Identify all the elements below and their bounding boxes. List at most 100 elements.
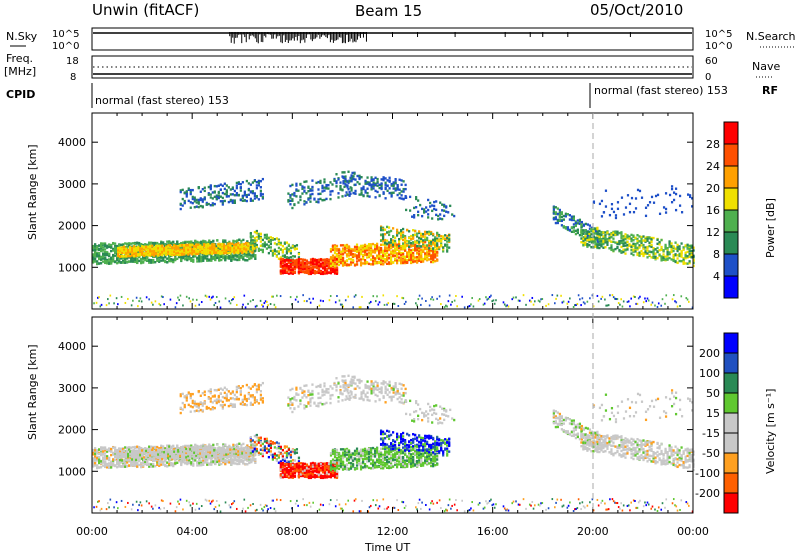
power-cell: [120, 261, 123, 264]
power-cell: [424, 257, 427, 261]
power-cell: [139, 249, 142, 253]
power-cell: [343, 260, 347, 263]
power-cell: [249, 247, 252, 251]
power-cell: [311, 189, 314, 192]
power-cell: [640, 244, 643, 247]
power-cell: [229, 193, 232, 196]
power-cell: [556, 221, 559, 225]
power-cell: [664, 247, 667, 250]
power-cell: [108, 243, 111, 246]
power-cell: [418, 259, 421, 262]
power-cell: [319, 265, 323, 268]
power-noise-cell: [244, 306, 247, 309]
power-cell: [289, 249, 293, 253]
power-cell: [217, 190, 220, 194]
power-cell: [408, 245, 411, 249]
power-cell: [167, 245, 170, 248]
power-cell: [379, 228, 383, 232]
power-cell: [333, 265, 337, 268]
power-cell: [670, 242, 673, 245]
power-cell: [442, 246, 445, 249]
power-cell: [690, 245, 693, 248]
power-cell: [598, 229, 601, 233]
power-cell: [319, 272, 323, 276]
power-cell: [235, 192, 238, 195]
power-noise-cell: [377, 303, 380, 306]
power-cell: [194, 239, 197, 243]
power-cell: [167, 250, 170, 254]
power-cell: [145, 252, 148, 255]
power-cell: [277, 239, 281, 243]
power-cell: [392, 181, 395, 184]
power-cell: [341, 249, 345, 252]
power-cell: [390, 193, 393, 197]
power-cell: [317, 180, 320, 184]
power-cell: [153, 249, 156, 253]
power-cell: [249, 183, 252, 186]
power-cell: [249, 199, 252, 202]
power-cell: [142, 257, 145, 261]
power-cell: [331, 254, 335, 257]
power-cell: [303, 200, 306, 203]
power-cell: [345, 243, 349, 247]
power-cell: [121, 248, 124, 251]
power-cell: [285, 246, 289, 250]
power-cell: [342, 182, 345, 185]
power-cell: [259, 179, 262, 183]
power-cell: [434, 238, 437, 241]
power-cell: [291, 193, 294, 196]
power-cell: [219, 249, 222, 253]
power-cell: [207, 251, 210, 255]
power-cell: [368, 195, 371, 198]
power-cell: [293, 265, 297, 269]
power-cell: [354, 183, 357, 186]
power-cell: [247, 193, 250, 196]
power-cell: [678, 254, 681, 258]
power-cell: [315, 259, 319, 262]
power-cell: [339, 253, 343, 256]
power-cell: [441, 209, 444, 212]
power-cell: [418, 249, 421, 253]
power-cell: [650, 243, 653, 247]
power-cell: [372, 178, 375, 182]
power-noise-cell: [108, 302, 110, 305]
power-cell: [348, 194, 351, 197]
power-cell: [618, 231, 621, 235]
power-cell: [586, 235, 590, 238]
power-cell: [108, 245, 111, 249]
power-cell: [305, 269, 309, 272]
power-cell: [255, 184, 258, 187]
power-cell: [688, 244, 691, 248]
power-cell: [598, 202, 602, 206]
power-noise-cell: [468, 305, 471, 308]
power-cell: [287, 259, 291, 262]
power-cell: [570, 218, 573, 222]
power-cell: [277, 252, 281, 255]
nsky-tick-bottom: 10^0: [52, 41, 79, 52]
power-cell: [234, 240, 237, 243]
power-cell: [137, 253, 140, 256]
power-cell: [236, 258, 239, 262]
power-cell: [317, 260, 321, 264]
power-cell: [408, 248, 411, 252]
power-cell: [235, 184, 238, 187]
power-cell: [558, 214, 561, 217]
power-cell: [347, 246, 351, 250]
power-cell: [578, 218, 582, 222]
power-cell: [179, 202, 182, 206]
power-cell: [428, 241, 431, 244]
power-noise-cell: [213, 304, 216, 307]
power-cell: [594, 245, 597, 248]
power-cell: [127, 254, 130, 258]
power-noise-cell: [447, 300, 450, 303]
power-cell: [574, 224, 578, 228]
power-cell: [596, 231, 599, 235]
power-cell: [560, 215, 563, 219]
power-cell: [217, 251, 220, 254]
power-cell: [342, 180, 345, 183]
power-cell: [388, 180, 391, 183]
power-cell: [305, 201, 308, 204]
power-cell: [371, 250, 375, 254]
power-cell: [396, 244, 399, 248]
power-cell: [234, 253, 237, 257]
